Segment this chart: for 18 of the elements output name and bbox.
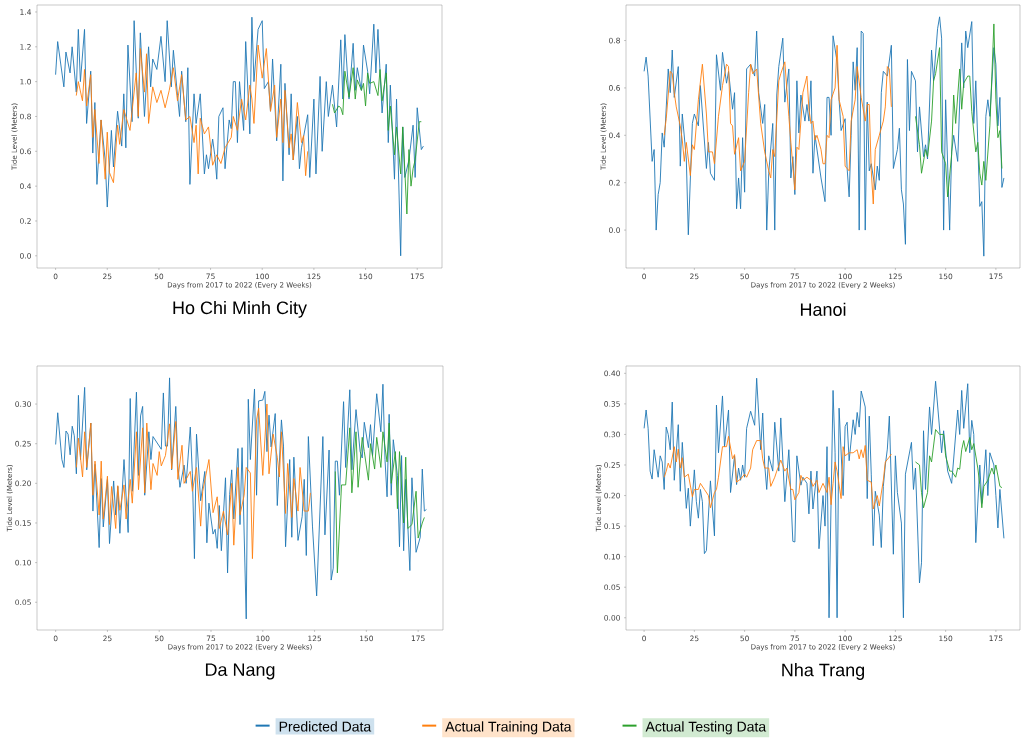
line-series: [332, 67, 422, 215]
line-series: [915, 429, 1003, 509]
line-series: [75, 403, 311, 560]
line-series: [75, 44, 309, 184]
legend-label: Actual Testing Data: [645, 721, 767, 735]
line-series: [663, 435, 892, 510]
text: Da Nang: [205, 663, 275, 680]
text: Ho Chi Minh City: [173, 300, 307, 318]
text: Nha Trang: [782, 663, 865, 680]
legend-label: Predicted Data: [279, 721, 372, 732]
legend-label: Actual Training Data: [445, 721, 572, 735]
line-series: [334, 422, 425, 574]
line-series: [663, 44, 892, 205]
line-series: [643, 16, 1005, 257]
line-series: [55, 16, 424, 257]
line-series: [915, 23, 1003, 198]
text: Hanoi: [800, 302, 846, 316]
line-series: [55, 377, 427, 620]
